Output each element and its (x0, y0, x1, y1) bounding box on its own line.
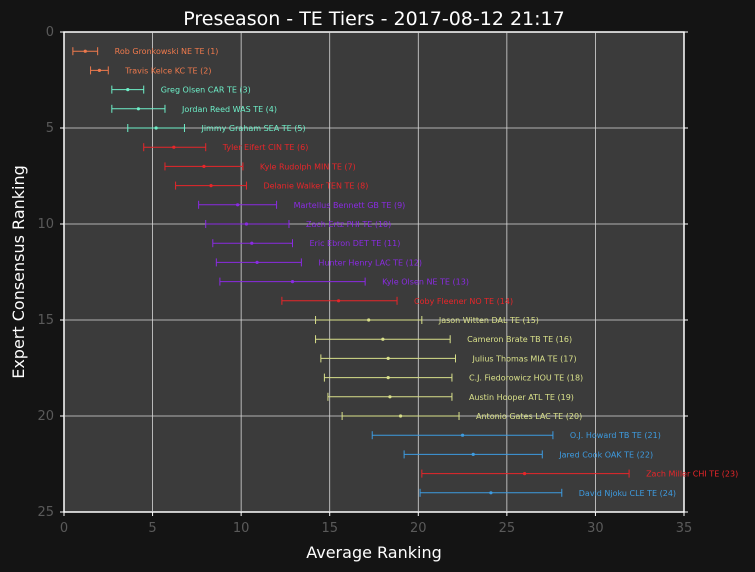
x-tick-label: 0 (60, 521, 68, 536)
player-mark: Jason Witten DAL TE (15) (315, 316, 539, 325)
player-label: Eric Ebron DET TE (11) (310, 239, 401, 248)
point-marker (97, 68, 102, 72)
player-mark: Tyler Eifert CIN TE (6) (143, 143, 309, 152)
point-marker (236, 203, 240, 207)
player-label: Cameron Brate TB TE (16) (467, 335, 572, 344)
x-axis-label: Average Ranking (306, 543, 442, 562)
point-marker (250, 241, 254, 245)
player-mark: Kyle Rudolph MIN TE (7) (164, 162, 356, 171)
player-mark: Julius Thomas MIA TE (17) (320, 354, 577, 363)
y-tick-label: 5 (46, 121, 54, 136)
player-label: Delanie Walker TEN TE (8) (263, 182, 368, 191)
x-tick-label: 5 (148, 521, 156, 536)
player-label: Tyler Eifert CIN TE (6) (222, 143, 309, 152)
player-label: David Njoku CLE TE (24) (579, 489, 676, 498)
point-marker (336, 299, 341, 303)
point-marker (290, 280, 295, 284)
point-marker (367, 318, 371, 322)
point-marker (209, 184, 213, 188)
player-mark: Hunter Henry LAC TE (12) (215, 258, 422, 267)
plot-area (63, 31, 685, 513)
player-mark: Martellus Bennett GB TE (9) (198, 200, 406, 210)
player-label: Coby Fleener NO TE (14) (414, 297, 513, 306)
point-marker (126, 88, 130, 92)
point-marker (244, 222, 249, 226)
point-marker (202, 164, 206, 168)
player-label: Jason Witten DAL TE (15) (438, 316, 539, 325)
point-marker (471, 452, 475, 456)
point-marker (381, 337, 385, 341)
player-mark: Rob Gronkowski NE TE (1) (72, 47, 219, 56)
player-label: Zach Ertz PHI TE (10) (306, 220, 391, 229)
x-tick-label: 35 (676, 521, 693, 536)
player-mark: Kyle Olsen NE TE (13) (219, 277, 469, 287)
player-label: O.J. Howard TB TE (21) (570, 431, 661, 440)
player-mark: Cameron Brate TB TE (16) (315, 335, 572, 344)
player-label: C.J. Fiedorowicz HOU TE (18) (469, 374, 583, 383)
player-mark: Antonio Gates LAC TE (20) (341, 412, 582, 421)
player-label: Jared Cook OAK TE (22) (558, 450, 653, 459)
player-label: Jimmy Graham SEA TE (5) (200, 124, 305, 133)
player-marks: Rob Gronkowski NE TE (1) Travis Kelce KC … (72, 47, 738, 498)
y-axis-label: Expert Consensus Ranking (9, 165, 28, 379)
x-tick-label: 25 (499, 521, 516, 536)
x-tick-label: 20 (410, 521, 427, 536)
player-label: Hunter Henry LAC TE (12) (318, 258, 422, 267)
player-mark: Jimmy Graham SEA TE (5) (127, 124, 306, 133)
player-mark: David Njoku CLE TE (24) (419, 488, 676, 498)
y-tick-label: 15 (37, 313, 54, 328)
x-tick-label: 10 (233, 521, 250, 536)
point-marker (386, 376, 390, 380)
player-mark: Zach Ertz PHI TE (10) (205, 220, 391, 229)
point-marker (136, 107, 140, 111)
player-mark: Greg Olsen CAR TE (3) (111, 85, 251, 95)
player-label: Julius Thomas MIA TE (17) (471, 354, 576, 363)
point-marker (460, 433, 465, 437)
player-label: Travis Kelce KC TE (2) (124, 66, 211, 75)
chart-title: Preseason - TE Tiers - 2017-08-12 21:17 (183, 8, 564, 30)
player-mark: Austin Hooper ATL TE (19) (327, 392, 574, 402)
player-label: Jordan Reed WAS TE (4) (181, 105, 277, 114)
player-mark: Jordan Reed WAS TE (4) (111, 104, 277, 114)
y-tick-label: 25 (37, 505, 54, 520)
player-label: Kyle Olsen NE TE (13) (382, 278, 469, 287)
x-tick-label: 15 (321, 521, 338, 536)
x-axis-ticks: 0 5 10 15 20 25 30 35 (60, 512, 692, 536)
y-tick-label: 20 (37, 409, 54, 424)
point-marker (388, 395, 392, 399)
player-label: Martellus Bennett GB TE (9) (294, 201, 406, 210)
player-mark: C.J. Fiedorowicz HOU TE (18) (323, 373, 583, 383)
point-marker (172, 145, 176, 149)
player-label: Greg Olsen CAR TE (3) (161, 86, 251, 95)
player-mark: Coby Fleener NO TE (14) (281, 296, 513, 306)
point-marker (386, 356, 390, 360)
point-marker (255, 260, 259, 264)
y-tick-label: 0 (46, 25, 54, 40)
player-label: Austin Hooper ATL TE (19) (469, 393, 574, 402)
player-mark: Travis Kelce KC TE (2) (90, 66, 211, 75)
player-label: Rob Gronkowski NE TE (1) (115, 47, 219, 56)
player-label: Antonio Gates LAC TE (20) (476, 412, 582, 421)
player-label: Zach Miller CHI TE (23) (646, 470, 738, 479)
point-marker (522, 472, 527, 476)
y-axis-ticks: 0 5 10 15 20 25 (37, 25, 688, 520)
player-mark: O.J. Howard TB TE (21) (371, 431, 661, 440)
point-marker (398, 414, 403, 418)
point-marker (489, 491, 493, 495)
player-mark: Delanie Walker TEN TE (8) (175, 181, 368, 191)
point-marker (154, 126, 158, 130)
point-marker (83, 49, 87, 53)
player-mark: Eric Ebron DET TE (11) (212, 239, 401, 248)
x-tick-label: 30 (587, 521, 604, 536)
y-tick-label: 10 (37, 217, 54, 232)
player-label: Kyle Rudolph MIN TE (7) (260, 162, 356, 171)
player-mark: Zach Miller CHI TE (23) (421, 469, 738, 479)
player-mark: Jared Cook OAK TE (22) (403, 450, 653, 459)
